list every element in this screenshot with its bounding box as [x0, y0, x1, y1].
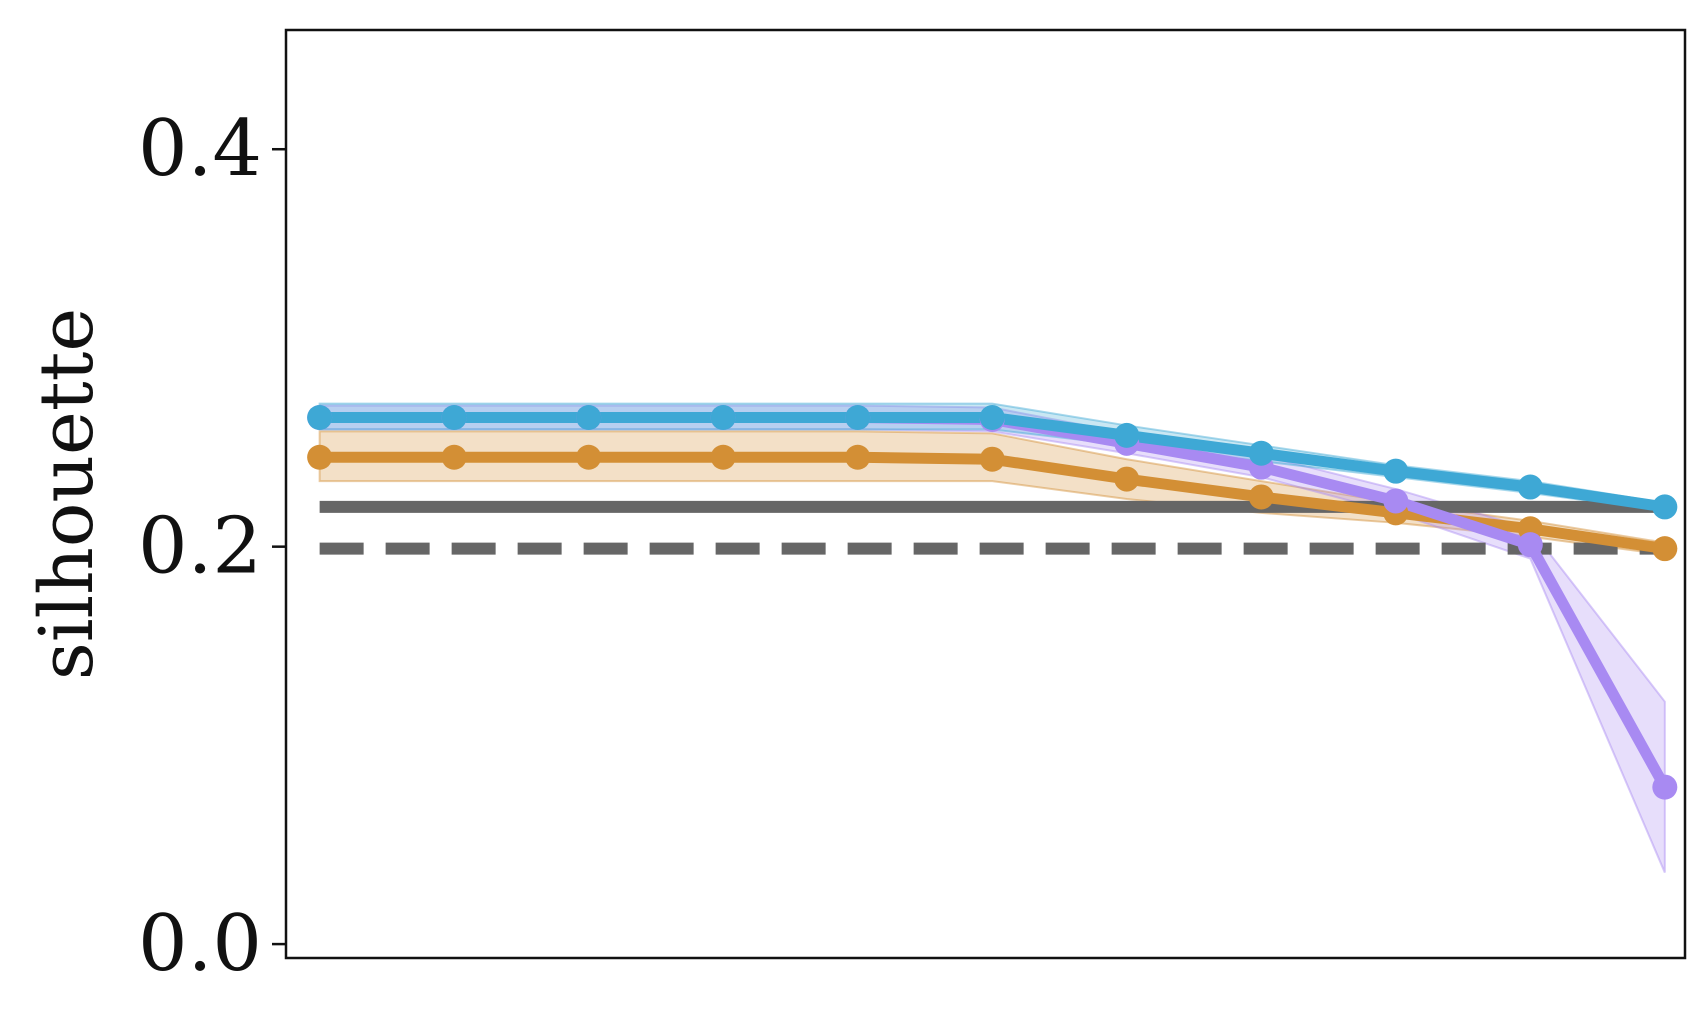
point-series-2-8 — [1383, 458, 1409, 484]
y-tick-label: 0.0 — [138, 899, 262, 989]
point-series-0-7 — [1248, 484, 1274, 510]
point-series-2-2 — [576, 404, 602, 430]
point-series-0-10 — [1652, 536, 1678, 562]
point-series-2-6 — [1114, 422, 1140, 448]
point-series-0-2 — [576, 444, 602, 470]
point-series-2-5 — [979, 404, 1005, 430]
point-series-0-0 — [307, 444, 333, 470]
y-tick-label: 0.2 — [138, 502, 262, 592]
band-series-1 — [318, 404, 1666, 873]
point-series-2-3 — [710, 404, 736, 430]
y-tick-label: 0.4 — [138, 104, 262, 194]
reference-lines — [319, 500, 1665, 555]
point-series-2-1 — [441, 404, 467, 430]
point-series-0-4 — [845, 444, 871, 470]
point-series-0-1 — [441, 444, 467, 470]
y-axis-title: silhouette — [24, 308, 110, 680]
point-series-2-10 — [1652, 494, 1678, 520]
plot-frame — [284, 28, 1687, 960]
plot-background — [286, 30, 1685, 958]
point-series-2-7 — [1248, 440, 1274, 466]
point-series-2-9 — [1517, 474, 1543, 500]
point-series-1-10 — [1652, 774, 1678, 800]
point-series-0-6 — [1114, 466, 1140, 492]
point-series-1-9 — [1517, 532, 1543, 558]
point-series-0-5 — [979, 446, 1005, 472]
point-series-0-3 — [710, 444, 736, 470]
point-series-1-8 — [1383, 488, 1409, 514]
point-series-2-4 — [845, 404, 871, 430]
point-series-2-0 — [307, 404, 333, 430]
y-axis: 0.0 0.2 0.4 — [138, 104, 286, 989]
series-points — [307, 404, 1678, 800]
